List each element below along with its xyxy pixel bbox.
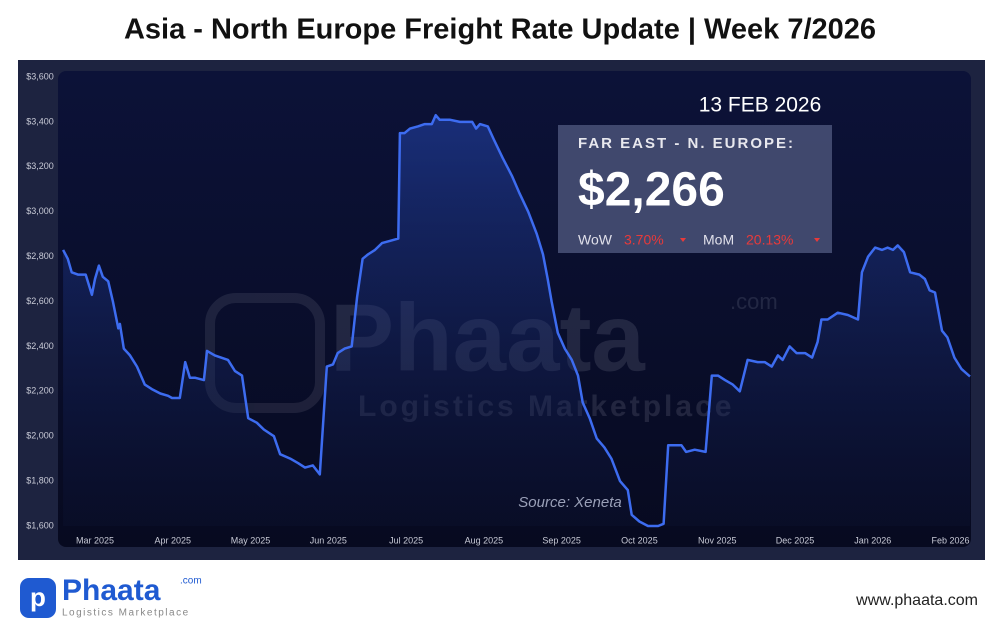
watermark-domain: .com (730, 289, 778, 314)
date-label: 13 FEB 2026 (699, 94, 822, 117)
mom-value: 20.13% (746, 232, 793, 248)
x-tick-label: Dec 2025 (776, 535, 815, 545)
x-tick-label: Feb 2026 (932, 535, 970, 545)
box-heading: FAR EAST - N. EUROPE: (578, 135, 795, 152)
wow-label: WoW (578, 232, 613, 248)
x-tick-label: Nov 2025 (698, 535, 737, 545)
y-tick-label: $3,000 (26, 206, 54, 216)
area (63, 115, 971, 526)
y-tick-label: $2,200 (26, 386, 54, 396)
price-box (558, 125, 832, 253)
footer-tagline: Logistics Marketplace (62, 608, 190, 619)
x-tick-label: Aug 2025 (465, 535, 504, 545)
x-tick-label: Jun 2025 (310, 535, 347, 545)
footer-domain: .com (180, 576, 202, 587)
y-tick-label: $3,200 (26, 161, 54, 171)
x-tick-label: May 2025 (231, 535, 271, 545)
x-tick-label: Oct 2025 (621, 535, 658, 545)
y-tick-label: $2,800 (26, 251, 54, 261)
y-tick-label: $3,400 (26, 116, 54, 126)
y-tick-label: $3,600 (26, 71, 54, 81)
x-tick-label: Jul 2025 (389, 535, 423, 545)
footer-url: www.phaata.com (855, 592, 978, 609)
mom-label: MoM (703, 232, 734, 248)
y-tick-label: $2,000 (26, 431, 54, 441)
x-tick-label: Jan 2026 (854, 535, 891, 545)
chart-title: Asia - North Europe Freight Rate Update … (124, 14, 876, 46)
y-tick-label: $1,600 (26, 520, 54, 530)
y-tick-label: $2,600 (26, 296, 54, 306)
footer-brand: Phaata (62, 574, 161, 607)
footer-icon (20, 578, 56, 618)
line (61, 113, 971, 528)
source: Source: Xeneta (518, 494, 621, 511)
wow-value: 3.70% (624, 232, 664, 248)
footer-icon-letter: p (30, 582, 46, 612)
y-tick-label: $1,800 (26, 475, 54, 485)
x-tick-label: Mar 2025 (76, 535, 114, 545)
wow-arrow (680, 238, 686, 242)
mom-arrow (814, 238, 820, 242)
box-price: $2,266 (578, 164, 725, 217)
y-tick-label: $2,400 (26, 341, 54, 351)
x-tick-label: Apr 2025 (155, 535, 192, 545)
x-tick-label: Sep 2025 (542, 535, 581, 545)
